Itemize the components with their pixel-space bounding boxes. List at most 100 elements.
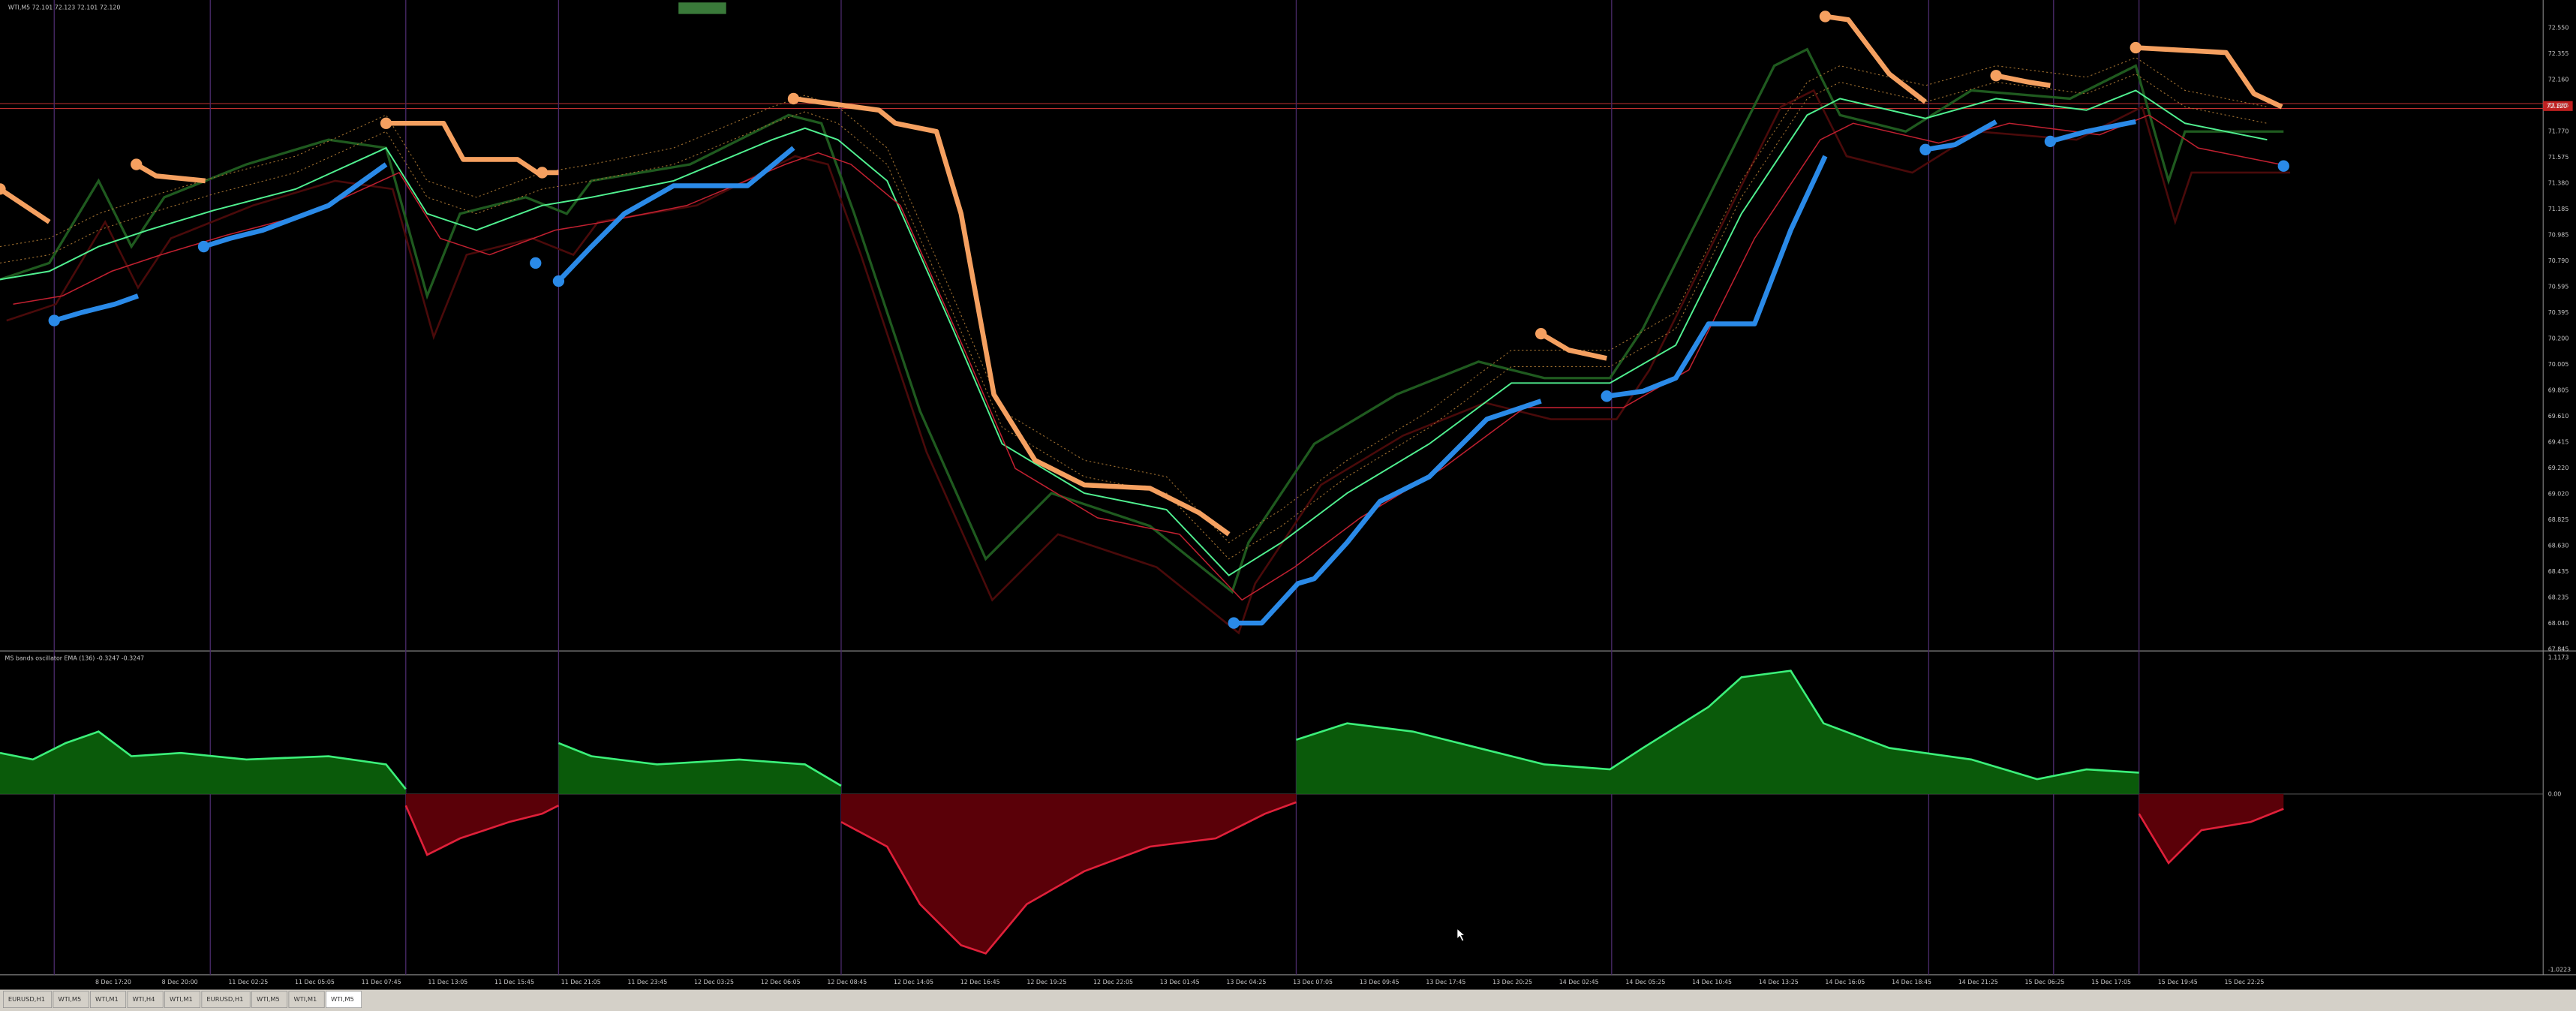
time-label: 14 Dec 16:05 [1825,979,1865,985]
oscillator-label: 1.1173 [2548,654,2569,661]
price-label: 68.435 [2548,568,2569,575]
tab[interactable] [3,991,53,1008]
upper-band-dot [536,167,549,179]
tab-label: EURUSD,H1 [206,995,243,1003]
time-label: 8 Dec 20:00 [162,979,198,985]
upper-band-dot [131,158,143,170]
price-label: 69.805 [2548,387,2569,394]
oscillator-area [0,731,406,794]
time-label: 12 Dec 19:25 [1026,979,1066,985]
time-label: 13 Dec 17:45 [1426,979,1465,985]
time-label: 12 Dec 14:05 [894,979,933,985]
tab[interactable] [53,991,89,1008]
price-label: 72.550 [2548,25,2569,32]
lower-band [1606,155,1828,399]
tab[interactable] [164,991,200,1008]
tab-label: WTI,H4 [132,995,155,1003]
price-label: 70.005 [2548,361,2569,368]
lower-band-dot [2277,160,2289,172]
time-label: 11 Dec 05:05 [295,979,335,985]
band-dotted [0,73,2268,560]
oscillator-line [840,801,1297,955]
lower-band-dot [197,240,210,253]
time-label: 11 Dec 13:05 [428,979,467,985]
time-label: 14 Dec 13:25 [1759,979,1799,985]
tab-label: EURUSD,H1 [8,995,45,1003]
price-label: 72.160 [2548,77,2569,83]
time-label: 11 Dec 23:45 [627,979,667,985]
lower-band [2049,119,2136,144]
time-label: 15 Dec 22:25 [2224,979,2264,985]
time-label: 13 Dec 20:25 [1492,979,1532,985]
time-label: 13 Dec 04:25 [1226,979,1266,985]
upper-band [1995,73,2051,89]
oscillator-line [0,730,407,790]
oscillator-line [558,742,842,787]
mouse-cursor [1456,928,1465,942]
price-label: 69.220 [2548,465,2569,471]
current-price-box [2543,101,2573,111]
time-label: 14 Dec 10:45 [1692,979,1732,985]
tab[interactable] [251,991,288,1008]
oscillator-line [2138,808,2284,865]
lower-band-dot [1601,390,1613,402]
price-label: 68.040 [2548,620,2569,627]
upper-band [2136,45,2283,110]
time-label: 15 Dec 17:05 [2091,979,2131,985]
price-label: 72.355 [2548,50,2569,57]
upper-band-dot [787,92,800,105]
oscillator-line [1296,669,2139,781]
lower-band-dot [2044,135,2057,148]
tab[interactable] [326,991,362,1008]
time-label: 12 Dec 06:05 [761,979,801,985]
time-label: 13 Dec 09:45 [1360,979,1399,985]
upper-band-dot [380,117,392,129]
time-label: 12 Dec 03:25 [694,979,734,985]
tab[interactable] [90,991,127,1008]
tab[interactable] [201,991,251,1008]
tab-label: WTI,M1 [293,995,317,1003]
lower-band-dot [1919,143,1931,155]
time-label: 11 Dec 15:45 [494,979,534,985]
lower-band [203,162,388,249]
price-label: 70.790 [2548,257,2569,264]
tab-label: WTI,M5 [331,995,354,1003]
price-label: 68.235 [2548,594,2569,601]
tab-label: WTI,M1 [170,995,193,1003]
price-label: 68.825 [2548,516,2569,523]
lower-band [1925,119,1997,152]
time-label: 12 Dec 22:05 [1093,979,1133,985]
price-label: 70.200 [2548,335,2569,342]
time-label: 14 Dec 05:25 [1625,979,1665,985]
time-label: 13 Dec 07:05 [1293,979,1333,985]
upper-band [1540,331,1607,361]
lower-band [53,293,140,323]
time-label: 12 Dec 16:45 [960,979,1000,985]
upper-band-dot [1990,70,2002,82]
time-label: 11 Dec 21:05 [561,979,601,985]
price-line [0,47,2284,594]
price-label: 70.595 [2548,284,2569,290]
tab[interactable] [127,991,164,1008]
price-label: 67.845 [2548,646,2569,653]
upper-band [135,162,206,184]
upper-band [386,120,544,179]
oscillator-area [840,793,1297,954]
tab-label: WTI,M5 [59,995,82,1003]
oscillator-area [405,793,559,855]
tab[interactable] [288,991,325,1008]
lower-band-dot [1228,617,1240,629]
time-label: 14 Dec 18:45 [1892,979,1931,985]
oscillator-title: MS bands oscillator EMA (136) -0.3247 -0… [5,655,145,662]
panel-button[interactable] [678,2,726,14]
upper-band [1824,14,1928,104]
time-label: 13 Dec 01:45 [1160,979,1200,985]
upper-band-dot [2130,41,2142,54]
price-label: 71.575 [2548,154,2569,161]
time-label: 8 Dec 17:20 [95,979,131,985]
time-label: 14 Dec 21:25 [1958,979,1998,985]
current-price: 72.120 [2547,103,2568,110]
chart-title: WTI,M5 72.101 72.123 72.101 72.120 [8,4,120,11]
